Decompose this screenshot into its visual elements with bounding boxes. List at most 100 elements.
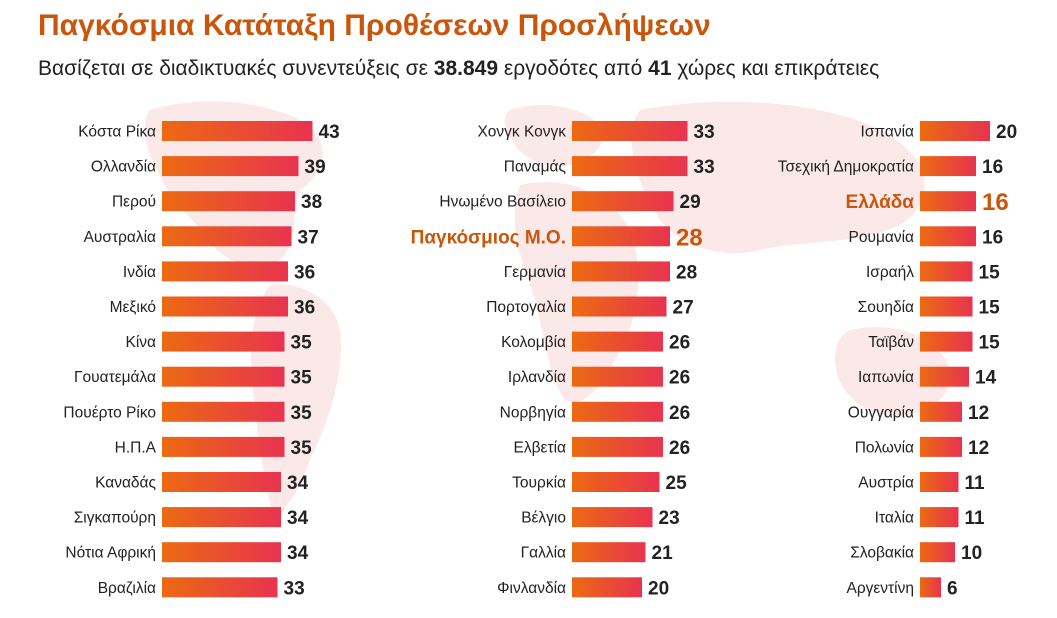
bar-col2-row6 xyxy=(572,296,667,317)
subtitle-text-2: εργοδότες από xyxy=(498,57,649,80)
category-label-col1-row9: Πουέρτο Ρίκο xyxy=(63,404,156,421)
value-label-col2-row3: 29 xyxy=(680,192,701,213)
value-label-col3-row8: 14 xyxy=(975,368,997,389)
bar-col2-row9 xyxy=(572,401,663,422)
category-label-col3-row6: Σουηδία xyxy=(858,299,914,316)
category-label-col3-row14: Αργεντίνη xyxy=(846,580,914,597)
category-label-col3-row3: Ελλάδα xyxy=(846,192,915,213)
value-label-col2-row2: 33 xyxy=(694,157,715,178)
bar-col3-row11 xyxy=(920,472,959,492)
bar-col2-row1 xyxy=(572,121,688,141)
bar-col3-row9 xyxy=(920,401,962,422)
bar-col3-row7 xyxy=(920,331,973,352)
bar-col1-row5 xyxy=(162,261,288,282)
subtitle-employers-count: 38.849 xyxy=(433,57,499,80)
category-label-col2-row6: Πορτογαλία xyxy=(486,299,566,316)
value-label-col3-row14: 6 xyxy=(947,578,958,599)
bar-col3-row5 xyxy=(920,261,973,282)
value-label-col1-row7: 35 xyxy=(291,333,313,354)
value-label-col1-row10: 35 xyxy=(291,438,313,459)
value-label-col2-row14: 20 xyxy=(648,578,669,599)
category-label-col3-row13: Σλοβακία xyxy=(850,545,914,562)
category-label-col2-row13: Γαλλία xyxy=(521,545,566,562)
bar-col1-row3 xyxy=(162,191,295,212)
bar-col1-row14 xyxy=(162,577,278,598)
category-label-col2-row11: Τουρκία xyxy=(512,475,566,492)
bar-col3-row2 xyxy=(920,156,976,177)
category-label-col3-row12: Ιταλία xyxy=(875,510,914,527)
value-label-col3-row12: 11 xyxy=(965,508,986,529)
bar-col3-row14 xyxy=(920,577,941,598)
value-label-col1-row1: 43 xyxy=(319,122,340,143)
value-label-col1-row12: 34 xyxy=(287,508,309,529)
category-label-col3-row7: Ταϊβάν xyxy=(868,334,914,351)
chart-title: Παγκόσμια Κατάταξη Προθέσεων Προσλήψεων xyxy=(38,9,711,42)
category-label-col3-row5: Ισραήλ xyxy=(866,264,914,281)
category-label-col1-row14: Βραζιλία xyxy=(98,580,156,597)
bar-col1-row4 xyxy=(162,226,292,247)
value-label-col2-row7: 26 xyxy=(669,333,690,354)
value-label-col3-row7: 15 xyxy=(979,333,1001,354)
bar-col2-row13 xyxy=(572,542,646,563)
value-label-col1-row2: 39 xyxy=(305,157,326,178)
value-label-col3-row2: 16 xyxy=(982,157,1003,178)
value-label-col3-row5: 15 xyxy=(979,262,1001,283)
subtitle-countries-count: 41 xyxy=(648,57,672,80)
category-label-col2-row9: Νορβηγία xyxy=(500,404,566,421)
value-label-col2-row10: 26 xyxy=(669,438,690,459)
category-label-col2-row2: Παναμάς xyxy=(504,159,566,176)
value-label-col3-row11: 11 xyxy=(965,473,986,494)
bar-col1-row11 xyxy=(162,472,281,492)
value-label-col1-row4: 37 xyxy=(298,227,319,248)
bar-col1-row1 xyxy=(162,121,313,141)
value-label-col2-row12: 23 xyxy=(659,508,680,529)
bar-col2-row7 xyxy=(572,331,663,352)
subtitle-text-3: χώρες και επικράτειες xyxy=(671,57,880,80)
category-label-col2-row4: Παγκόσμιος Μ.Ο. xyxy=(411,227,566,248)
bar-col3-row12 xyxy=(920,507,959,528)
bar-col2-row14 xyxy=(572,577,642,598)
value-label-col1-row14: 33 xyxy=(284,578,305,599)
category-label-col1-row3: Περού xyxy=(112,194,156,211)
value-label-col1-row9: 35 xyxy=(291,403,313,424)
value-label-col2-row4: 28 xyxy=(676,224,703,251)
category-label-col3-row9: Ουγγαρία xyxy=(848,404,914,421)
category-label-col2-row3: Ηνωμένο Βασίλειο xyxy=(439,194,566,211)
value-label-col3-row6: 15 xyxy=(979,298,1001,319)
value-label-col2-row13: 21 xyxy=(652,543,674,564)
bar-col2-row11 xyxy=(572,472,660,492)
bar-col1-row9 xyxy=(162,401,285,422)
category-label-col3-row2: Τσεχική Δημοκρατία xyxy=(778,159,914,176)
bar-col2-row8 xyxy=(572,366,663,387)
bar-col3-row4 xyxy=(920,226,976,247)
value-label-col2-row1: 33 xyxy=(694,122,715,143)
bar-col2-row10 xyxy=(572,436,663,457)
category-label-col2-row10: Ελβετία xyxy=(514,439,566,456)
value-label-col1-row6: 36 xyxy=(294,298,315,319)
bar-col1-row6 xyxy=(162,296,288,317)
value-label-col3-row10: 12 xyxy=(968,438,989,459)
category-label-col3-row8: Ιαπωνία xyxy=(858,369,914,386)
bar-col2-row4 xyxy=(572,226,670,247)
category-label-col3-row1: Ισπανία xyxy=(861,124,915,141)
value-label-col3-row4: 16 xyxy=(982,227,1003,248)
value-label-col2-row6: 27 xyxy=(673,298,694,319)
category-label-col2-row14: Φινλανδία xyxy=(497,580,566,597)
value-label-col1-row5: 36 xyxy=(294,262,315,283)
bar-col3-row10 xyxy=(920,436,962,457)
value-label-col3-row1: 20 xyxy=(996,122,1017,143)
bar-col1-row12 xyxy=(162,507,281,528)
bar-col2-row2 xyxy=(572,156,688,177)
category-label-col1-row2: Ολλανδία xyxy=(91,159,156,176)
value-label-col1-row11: 34 xyxy=(287,473,309,494)
category-label-col2-row7: Κολομβία xyxy=(501,334,566,351)
bar-col2-row5 xyxy=(572,261,670,282)
value-label-col2-row9: 26 xyxy=(669,403,690,424)
category-label-col3-row4: Ρουμανία xyxy=(849,229,915,246)
category-label-col2-row5: Γερμανία xyxy=(504,264,566,281)
category-label-col1-row11: Καναδάς xyxy=(95,475,156,492)
value-label-col1-row3: 38 xyxy=(301,192,322,213)
category-label-col1-row6: Μεξικό xyxy=(110,299,156,316)
bar-col1-row13 xyxy=(162,542,281,563)
